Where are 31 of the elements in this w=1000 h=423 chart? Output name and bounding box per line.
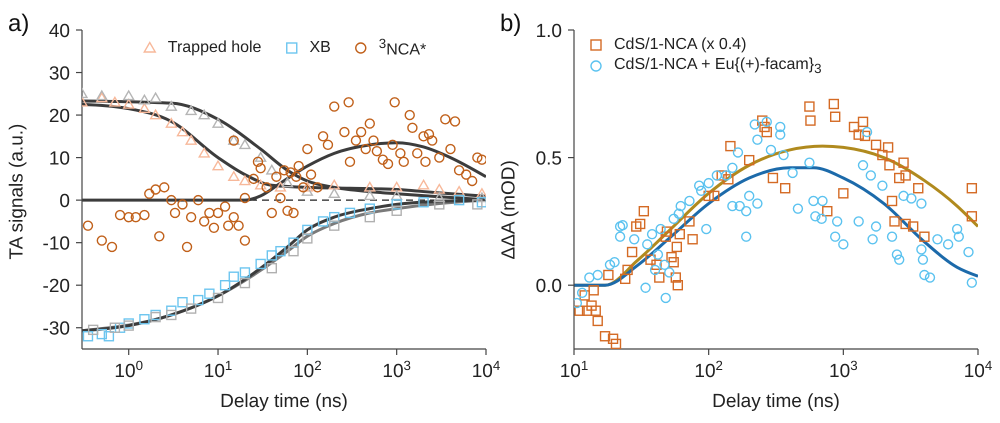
x-tick-label: 10$^{2}$ bbox=[694, 358, 723, 382]
y-tick-label: 10 bbox=[48, 148, 70, 170]
legend-label: Trapped hole bbox=[168, 38, 262, 57]
y-tick-label: 0.0 bbox=[536, 276, 562, 298]
y-tick-label: 0 bbox=[59, 191, 70, 212]
legend-label: CdS/1-NCA (x 0.4) bbox=[614, 36, 746, 54]
y-axis-title: ΔΔA (mOD) bbox=[498, 160, 520, 260]
x-tick-label: 10$^{4}$ bbox=[472, 358, 500, 382]
legend-label: XB bbox=[309, 38, 331, 57]
y-axis-title: TA signals (a.u.) bbox=[6, 124, 28, 260]
x-tick-label: 10$^{1}$ bbox=[560, 358, 588, 382]
x-tick-label: 10$^{1}$ bbox=[204, 358, 232, 382]
legend-label: CdS/1-NCA + Eu{(+)-facam}$_{3}$ bbox=[614, 56, 822, 76]
text: a) bbox=[8, 10, 30, 38]
y-tick-label: 40 bbox=[48, 21, 70, 42]
x-axis-title: Delay time (ns) bbox=[712, 391, 840, 412]
y-tick-label: 0.5 bbox=[536, 148, 562, 170]
y-tick-label: 1.0 bbox=[536, 21, 562, 42]
y-tick-label: -20 bbox=[42, 276, 70, 298]
x-tick-label: 10$^{4}$ bbox=[964, 358, 992, 382]
x-tick-label: 10$^{3}$ bbox=[829, 358, 858, 382]
y-tick-label: 20 bbox=[48, 106, 70, 128]
x-tick-label: 10$^{2}$ bbox=[293, 358, 322, 382]
y-tick-label: 30 bbox=[48, 64, 70, 85]
text: b) bbox=[500, 10, 522, 38]
x-tick-label: 10$^{0}$ bbox=[114, 358, 143, 382]
x-axis-title: Delay time (ns) bbox=[220, 391, 348, 412]
legend-label: $^{3}$NCA* bbox=[378, 36, 426, 60]
y-tick-label: -30 bbox=[42, 318, 70, 340]
y-tick-label: -10 bbox=[42, 234, 70, 255]
x-tick-label: 10$^{3}$ bbox=[382, 358, 411, 382]
